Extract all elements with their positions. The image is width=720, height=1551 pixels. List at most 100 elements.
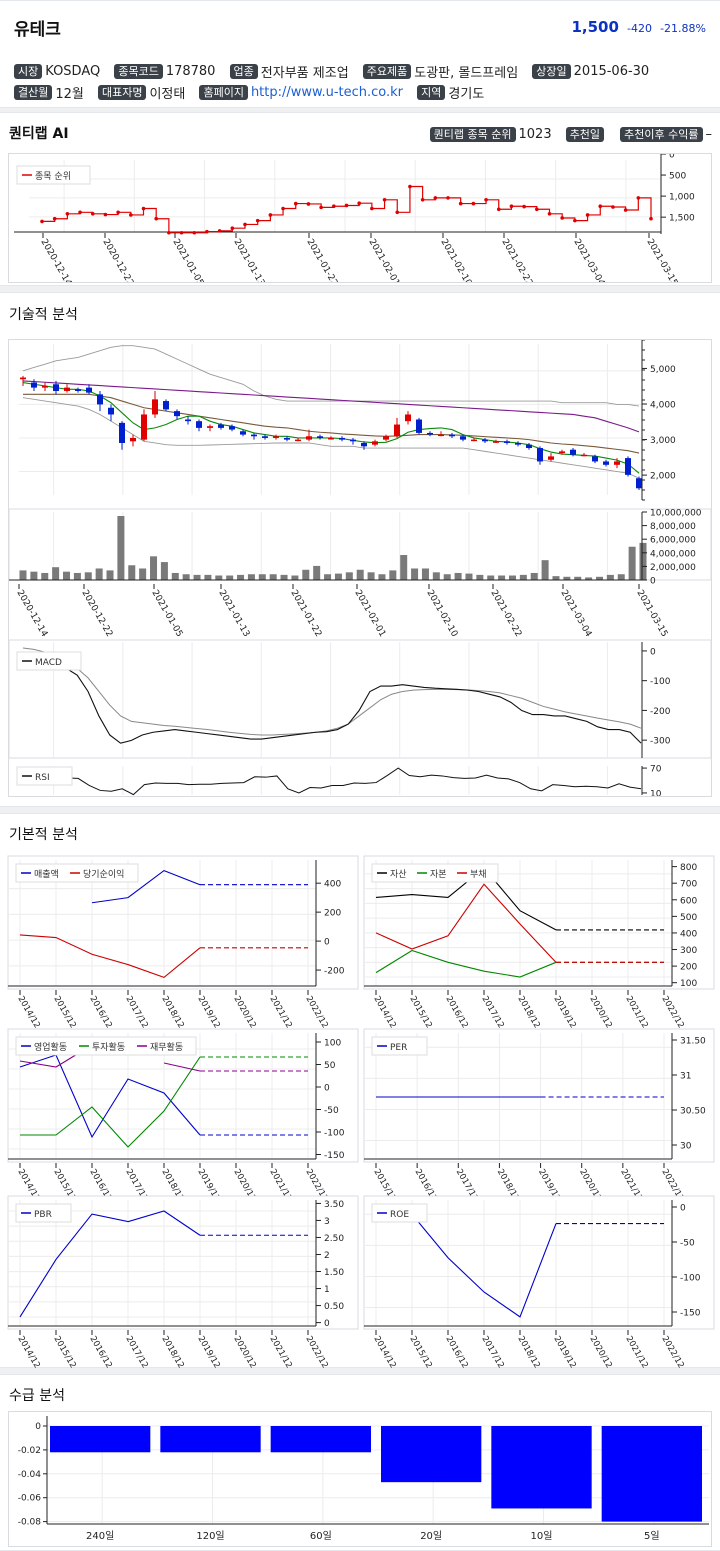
volume-bar — [432, 572, 440, 580]
y-tick-label: 1 — [324, 1285, 330, 1295]
rank-point — [496, 207, 501, 212]
ma60-line — [22, 380, 640, 433]
volume-bar — [226, 575, 234, 580]
legend-label: 자산 — [390, 869, 407, 880]
y-tick-label: 800 — [680, 863, 697, 873]
rank-point — [40, 219, 44, 224]
x-tick-label: 2014/12 — [371, 1335, 397, 1370]
volume-bar — [128, 565, 136, 580]
candle-body — [185, 419, 191, 422]
quantilab-meta: 퀀티랩 종목 순위 1023 추천일 추천이후 수익률 – — [429, 124, 712, 143]
x-tick-label: 2021-03-15 — [634, 589, 669, 639]
series-line — [375, 949, 557, 978]
rank-point — [141, 206, 146, 211]
info-label-homepage: 홈페이지 — [199, 85, 248, 100]
candle-body — [504, 441, 510, 443]
rank-point — [420, 197, 425, 202]
rsi-line — [22, 767, 642, 796]
volume-bar — [182, 574, 190, 580]
x-tick-label: 2021-02-22 — [499, 238, 534, 283]
candle-body — [614, 461, 620, 465]
legend-label: MACD — [35, 658, 62, 668]
candle-body — [306, 436, 312, 440]
candle-body — [251, 434, 257, 437]
rank-point — [471, 201, 476, 206]
volume-bar — [367, 572, 375, 580]
y-tick-label: -50 — [680, 1239, 695, 1249]
series-line — [20, 1056, 201, 1148]
legend-label: 영업활동 — [34, 1041, 67, 1053]
x-tick-label: 2018/12 — [515, 995, 541, 1031]
info-value-market: KOSDAQ — [45, 64, 101, 79]
y-tick-label: 0 — [324, 1084, 330, 1094]
y-tick-label: -150 — [680, 1309, 701, 1319]
x-tick-label: 240일 — [86, 1530, 114, 1542]
info-label-fiscal-month: 결산월 — [14, 85, 53, 100]
rank-point — [547, 212, 552, 216]
x-tick-label: 2021-02-01 — [352, 589, 387, 639]
rank-point — [103, 212, 108, 217]
y-tick-label: -0.04 — [18, 1470, 42, 1480]
volume-bar — [334, 573, 342, 580]
candle-body — [394, 424, 400, 437]
fundamental-card: 기본적 분석 -200 0 200 400 매출액 당기순이익 2014/12 2015/12… — [0, 813, 720, 1370]
bollinger-lower — [22, 397, 640, 479]
x-tick-label: 2021-02-10 — [438, 238, 473, 283]
y-tick-label: 1,000 — [669, 193, 695, 203]
rank-point — [395, 210, 400, 215]
candle-body — [163, 401, 169, 410]
homepage-link[interactable]: http://www.u-tech.co.kr — [250, 85, 404, 100]
y-tick-label: 31 — [680, 1072, 691, 1082]
volume-bar — [628, 546, 636, 580]
info-label-industry: 업종 — [229, 64, 258, 79]
rank-point — [78, 210, 82, 215]
x-tick-label: 2021/12 — [623, 995, 649, 1031]
x-tick-label: 2018/12 — [159, 1335, 185, 1370]
volume-bar — [291, 575, 299, 580]
macd-line — [22, 652, 642, 744]
y-tick-label: -50 — [324, 1106, 339, 1116]
volume-bar — [465, 573, 473, 580]
rank-point — [90, 212, 95, 216]
y-tick-label: 100 — [680, 979, 697, 989]
volume-bar — [237, 574, 245, 580]
x-tick-label: 2020-12-14 — [38, 238, 73, 283]
x-tick-label: 2021-03-04 — [558, 589, 593, 640]
macd-signal-line — [22, 647, 642, 736]
quantilab-title: 퀀티랩 AI — [9, 126, 69, 142]
volume-bar — [302, 569, 310, 580]
y-tick-label: 0 — [669, 154, 675, 161]
candle-body — [515, 442, 521, 445]
supply-bar — [270, 1426, 371, 1453]
y-tick-label: 0 — [650, 577, 656, 587]
rank-point — [382, 197, 387, 202]
rank-point — [458, 201, 463, 206]
x-tick-label: 2016/12 — [87, 995, 113, 1031]
candle-body — [20, 377, 26, 380]
candle-body — [119, 422, 125, 443]
y-tick-label: 600 — [680, 896, 697, 906]
rec-return-label: 추천이후 수익률 — [620, 127, 703, 142]
volume-bar — [454, 572, 462, 580]
volume-bar — [73, 572, 81, 580]
legend-label: 재무활동 — [150, 1041, 183, 1053]
x-tick-label: 2018/12 — [515, 1335, 541, 1370]
x-tick-label: 2021-01-05 — [170, 238, 205, 283]
volume-bar — [324, 574, 332, 580]
rank-point — [573, 218, 577, 223]
candle-body — [174, 411, 180, 417]
rank-point — [230, 226, 235, 231]
supply-title: 수급 분석 — [9, 1388, 65, 1404]
candle-body — [273, 436, 279, 438]
volume-bar — [269, 574, 277, 580]
price-change: -420 — [627, 22, 652, 35]
rank-point — [268, 213, 273, 217]
volume-bar — [563, 576, 571, 580]
volume-bar — [106, 570, 114, 580]
volume-bar — [247, 574, 255, 580]
rank-point — [154, 216, 158, 221]
technical-title: 기술적 분석 — [9, 307, 78, 323]
rank-point — [522, 204, 526, 209]
x-tick-label: 2019/12 — [551, 995, 577, 1031]
